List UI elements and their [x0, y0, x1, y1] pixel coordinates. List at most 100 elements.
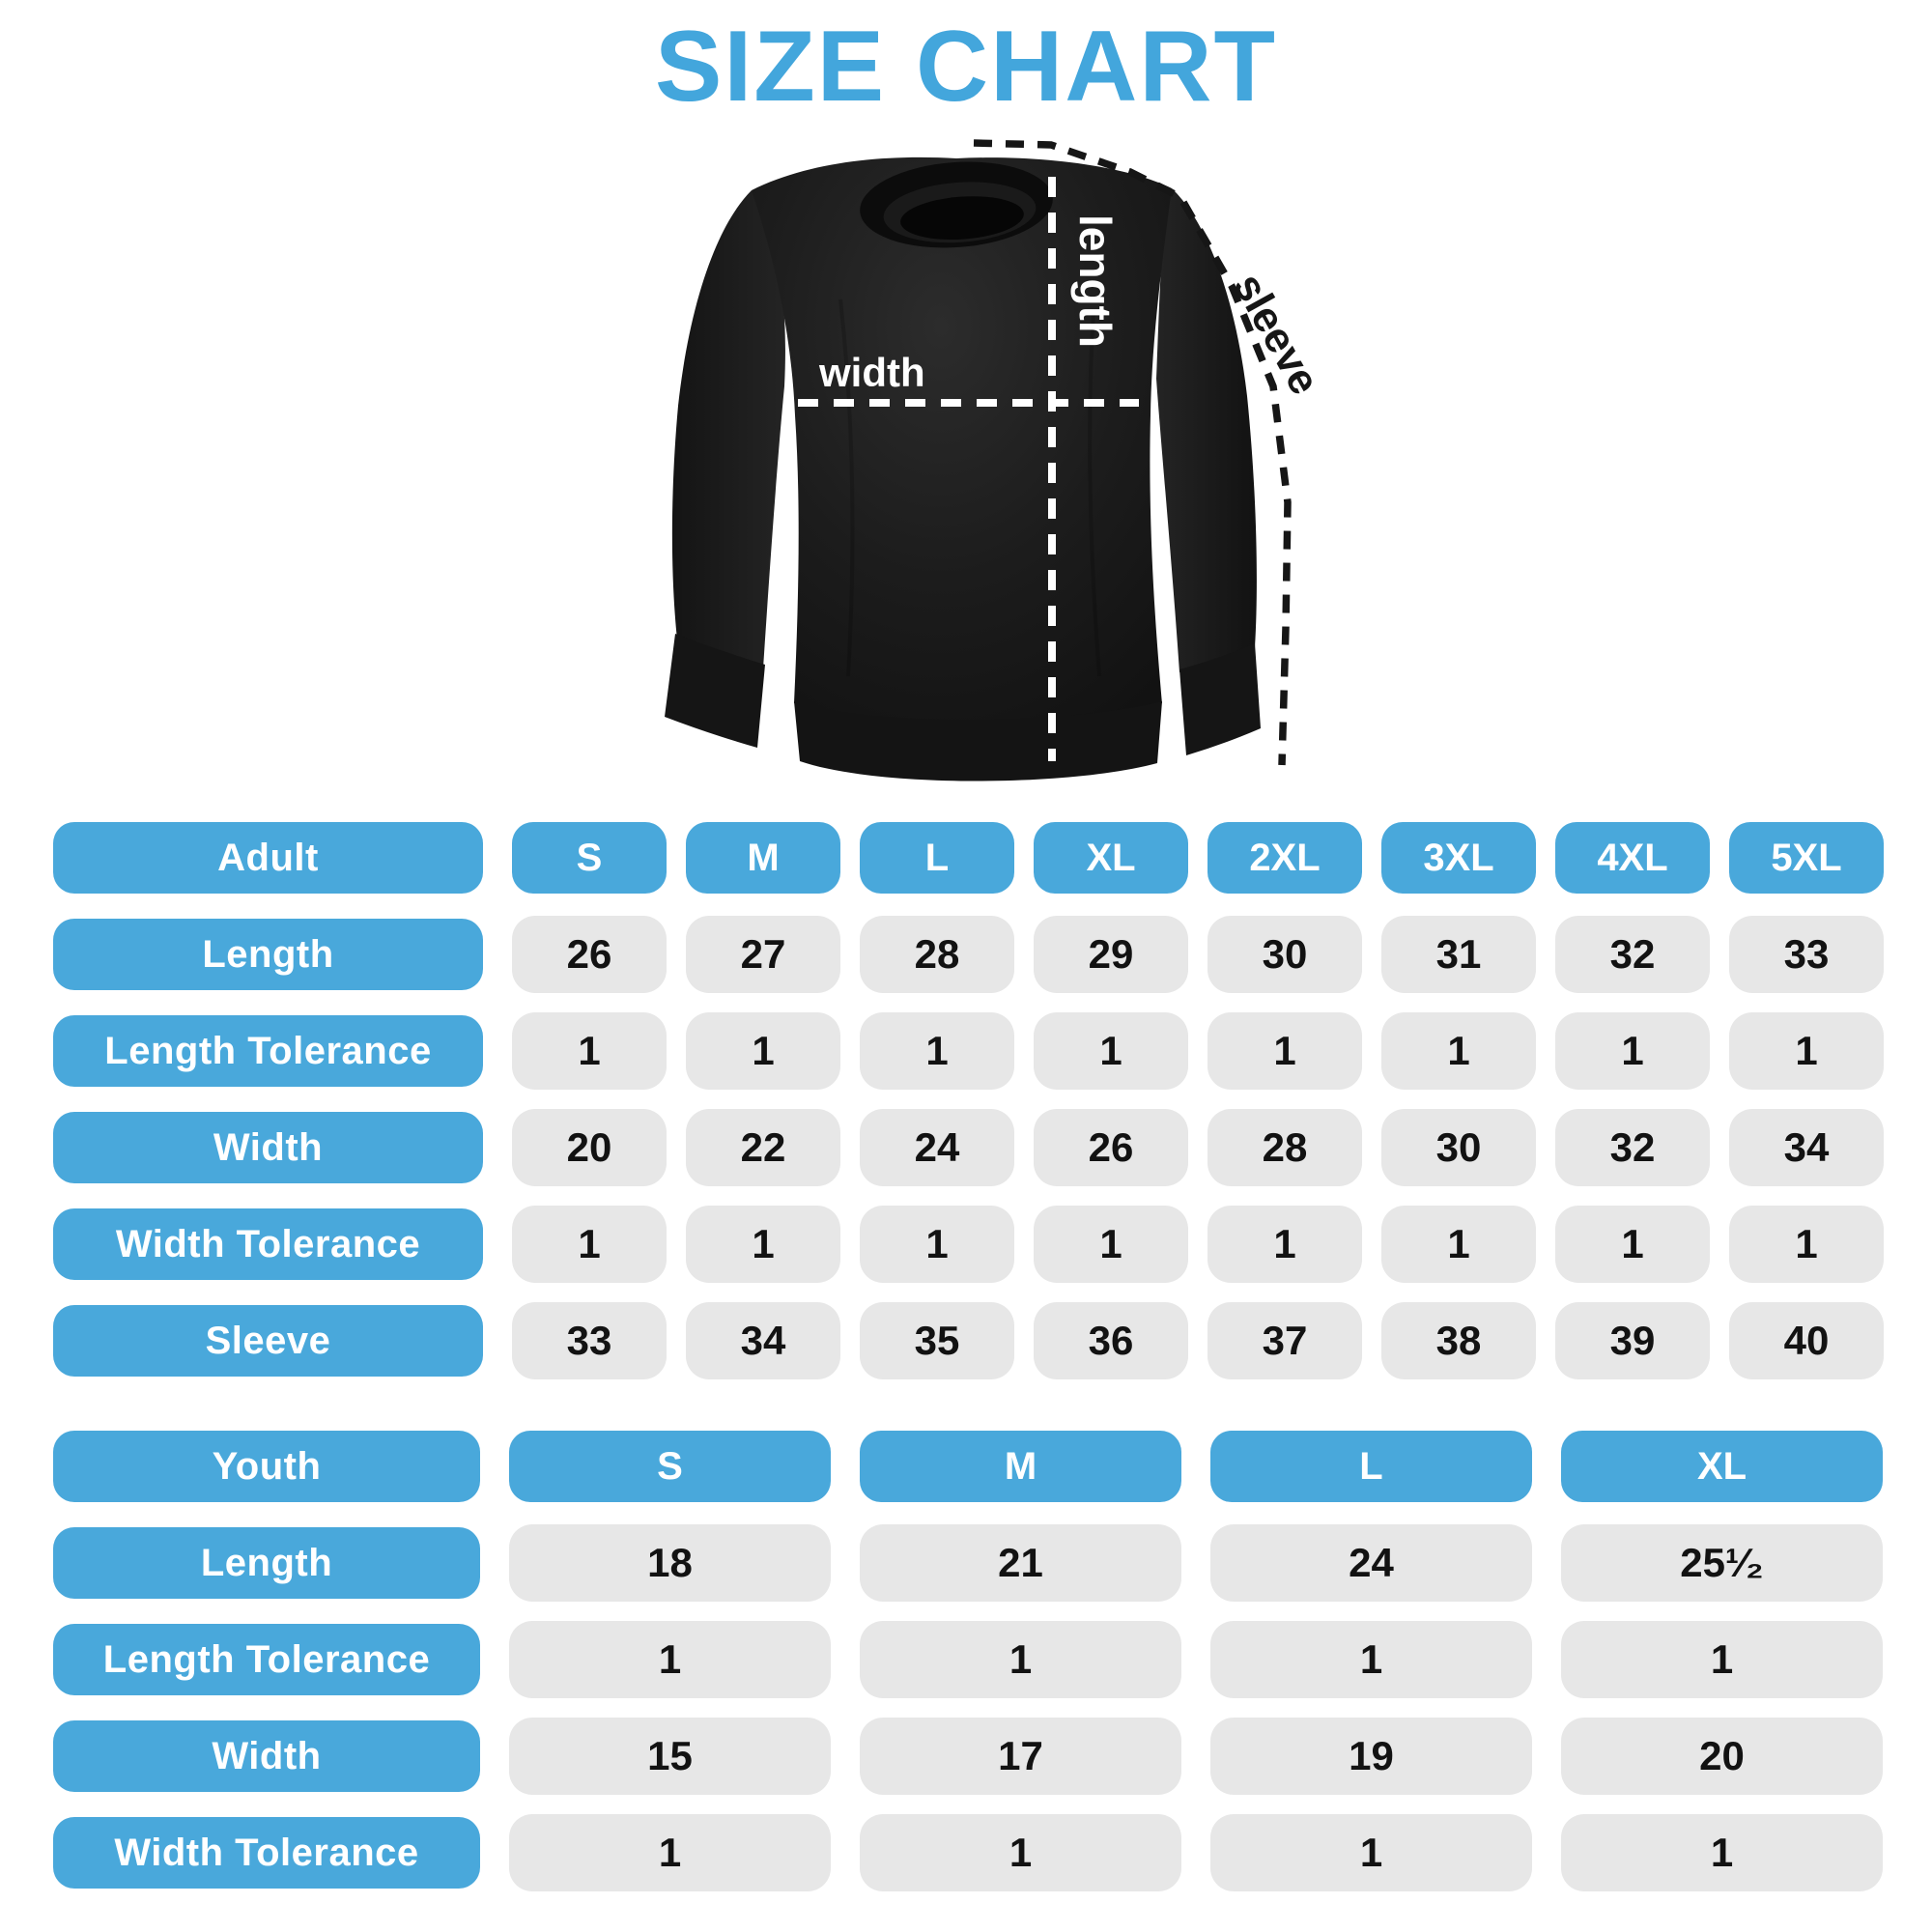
value-cell: 1: [512, 1012, 667, 1090]
size-header-cell: 4XL: [1555, 822, 1710, 894]
measurement-row: Width 20 22 24 26 28 30 32 34: [53, 1109, 1903, 1186]
value-cell: 1: [1729, 1012, 1884, 1090]
measurement-row: Width Tolerance 1 1 1 1 1 1 1 1: [53, 1206, 1903, 1283]
value-cell: 1: [860, 1814, 1181, 1891]
size-header-cell: XL: [1561, 1431, 1883, 1502]
value-cell: 28: [1208, 1109, 1362, 1186]
value-cell: 30: [1381, 1109, 1536, 1186]
value-cell: 35: [860, 1302, 1014, 1379]
size-header-row: Youth S M L XL: [53, 1428, 1912, 1505]
value-cell: 40: [1729, 1302, 1884, 1379]
value-cell: 38: [1381, 1302, 1536, 1379]
measurement-row: Length 26 27 28 29 30 31 32 33: [53, 916, 1903, 993]
value-cell: 36: [1034, 1302, 1188, 1379]
value-cell: 29: [1034, 916, 1188, 993]
value-cell: 1: [1381, 1206, 1536, 1283]
right-cuff: [1179, 643, 1261, 755]
value-cell: 1: [509, 1621, 831, 1698]
size-header-cell: M: [860, 1431, 1181, 1502]
value-cell: 37: [1208, 1302, 1362, 1379]
value-cell: 20: [1561, 1718, 1883, 1795]
row-label-pill: Length: [53, 1527, 480, 1599]
size-header-cell: 5XL: [1729, 822, 1884, 894]
sleeve-measure-line: [973, 139, 1292, 766]
value-cell: 1: [1381, 1012, 1536, 1090]
value-cell: 32: [1555, 1109, 1710, 1186]
value-cell: 1: [1561, 1814, 1883, 1891]
measurement-row: Width Tolerance 1 1 1 1: [53, 1814, 1912, 1891]
value-cell: 20: [512, 1109, 667, 1186]
value-cell: 1: [1208, 1012, 1362, 1090]
value-cell: 32: [1555, 916, 1710, 993]
size-header-cell: M: [686, 822, 840, 894]
left-sleeve: [671, 190, 785, 668]
value-cell: 1: [1729, 1206, 1884, 1283]
value-cell: 24: [1210, 1524, 1532, 1602]
value-cell: 33: [512, 1302, 667, 1379]
value-cell: 1: [1208, 1206, 1362, 1283]
size-header-cell: L: [1210, 1431, 1532, 1502]
value-cell: 1: [686, 1012, 840, 1090]
measurement-row: Width 15 17 19 20: [53, 1718, 1912, 1795]
value-cell: 1: [1561, 1621, 1883, 1698]
row-label-pill: Sleeve: [53, 1305, 483, 1377]
value-cell: 21: [860, 1524, 1181, 1602]
size-header-cell: 2XL: [1208, 822, 1362, 894]
sweatshirt-measurement-diagram: width length sleeve: [531, 97, 1401, 821]
row-label-pill: Length: [53, 919, 483, 990]
value-cell: 1: [686, 1206, 840, 1283]
value-cell: 1: [860, 1012, 1014, 1090]
value-cell: 19: [1210, 1718, 1532, 1795]
value-cell: 39: [1555, 1302, 1710, 1379]
row-label-pill: Width Tolerance: [53, 1817, 480, 1889]
value-cell: 1: [512, 1206, 667, 1283]
value-cell: 28: [860, 916, 1014, 993]
page-title: SIZE CHART: [655, 11, 1277, 123]
value-cell: 27: [686, 916, 840, 993]
collar: [860, 161, 1053, 248]
value-cell: 18: [509, 1524, 831, 1602]
sweatshirt-body: [752, 156, 1172, 723]
right-sleeve: [1156, 188, 1257, 672]
value-cell: 34: [686, 1302, 840, 1379]
value-cell: 1: [860, 1206, 1014, 1283]
body-fold-right: [1088, 308, 1101, 677]
adult-size-table: Adult S M L XL 2XL 3XL 4XL 5XL Length 26 27 28 29 30 31…: [53, 819, 1903, 1399]
measurement-row: Length Tolerance 1 1 1 1: [53, 1621, 1912, 1698]
row-label-pill: Width: [53, 1720, 480, 1792]
row-label-pill: Length Tolerance: [53, 1624, 480, 1695]
size-header-cell: S: [509, 1431, 831, 1502]
value-cell: 1: [1555, 1206, 1710, 1283]
size-header-cell: XL: [1034, 822, 1188, 894]
size-header-cell: S: [512, 822, 667, 894]
body-fold-left: [838, 298, 855, 677]
value-cell: 1: [1034, 1012, 1188, 1090]
value-cell: 17: [860, 1718, 1181, 1795]
value-cell: 24: [860, 1109, 1014, 1186]
value-cell: 1: [509, 1814, 831, 1891]
row-label-pill: Length Tolerance: [53, 1015, 483, 1087]
size-header-cell: L: [860, 822, 1014, 894]
size-header-row: Adult S M L XL 2XL 3XL 4XL 5XL: [53, 819, 1903, 896]
row-label-pill: Width Tolerance: [53, 1208, 483, 1280]
value-cell: 34: [1729, 1109, 1884, 1186]
value-cell: 15: [509, 1718, 831, 1795]
measurement-row: Length Tolerance 1 1 1 1 1 1 1 1: [53, 1012, 1903, 1090]
value-cell: 1: [1210, 1621, 1532, 1698]
table-title-pill: Youth: [53, 1431, 480, 1502]
hem-band: [794, 701, 1162, 781]
length-label: length: [1070, 214, 1121, 348]
value-cell: 22: [686, 1109, 840, 1186]
value-cell: 25¹⁄₂: [1561, 1524, 1883, 1602]
value-cell: 30: [1208, 916, 1362, 993]
value-cell: 1: [860, 1621, 1181, 1698]
size-header-cell: 3XL: [1381, 822, 1536, 894]
value-cell: 26: [512, 916, 667, 993]
sweatshirt-illustration: width length sleeve: [665, 139, 1328, 781]
value-cell: 1: [1555, 1012, 1710, 1090]
value-cell: 1: [1034, 1206, 1188, 1283]
table-title-pill: Adult: [53, 822, 483, 894]
measurement-row: Length 18 21 24 25¹⁄₂: [53, 1524, 1912, 1602]
value-cell: 26: [1034, 1109, 1188, 1186]
